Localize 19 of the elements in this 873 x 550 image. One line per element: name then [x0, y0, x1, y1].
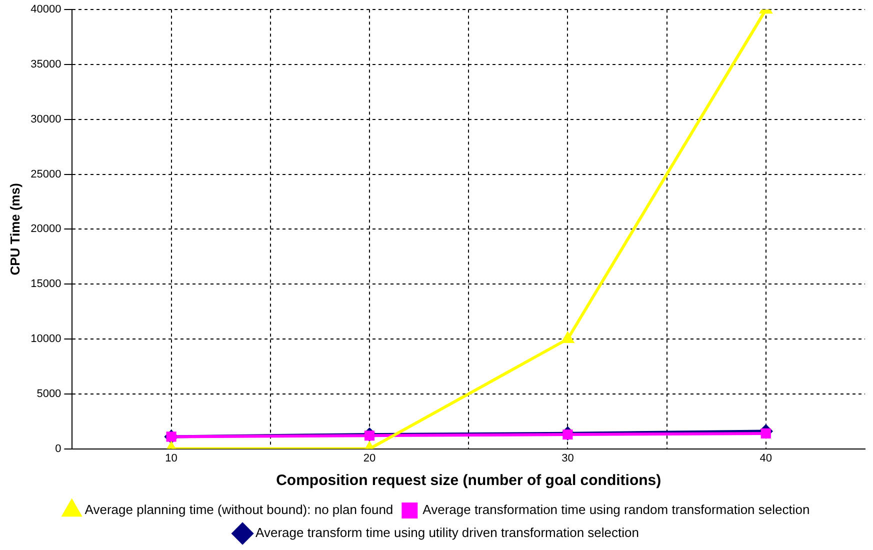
- y-tick-label: 25000: [30, 168, 62, 180]
- y-tick-label: 0: [55, 442, 62, 455]
- x-tick-label: 30: [562, 452, 574, 464]
- y-axis-title: CPU Time (ms): [7, 183, 22, 276]
- y-tick-label: 20000: [30, 223, 62, 236]
- x-axis-title: Composition request size (number of goal conditions): [276, 472, 662, 490]
- y-tick-label: 30000: [30, 113, 62, 126]
- y-tick-label: 5000: [36, 388, 62, 400]
- x-tick-label: 40: [760, 452, 772, 464]
- y-tick-label: 40000: [30, 4, 62, 16]
- y-tick-label: 15000: [30, 278, 62, 290]
- y-tick-label: 35000: [30, 58, 62, 71]
- legend-label: Average transform time using utility driven transformation selection: [256, 525, 639, 540]
- x-tick-label: 20: [363, 452, 376, 464]
- x-tick-label: 10: [165, 452, 178, 464]
- legend-label: Average planning time (without bound): no plan found: [84, 502, 394, 518]
- y-tick-label: 10000: [30, 333, 62, 346]
- legend-label: Average transformation time using random transformation selection: [422, 502, 810, 518]
- point: [760, 428, 771, 438]
